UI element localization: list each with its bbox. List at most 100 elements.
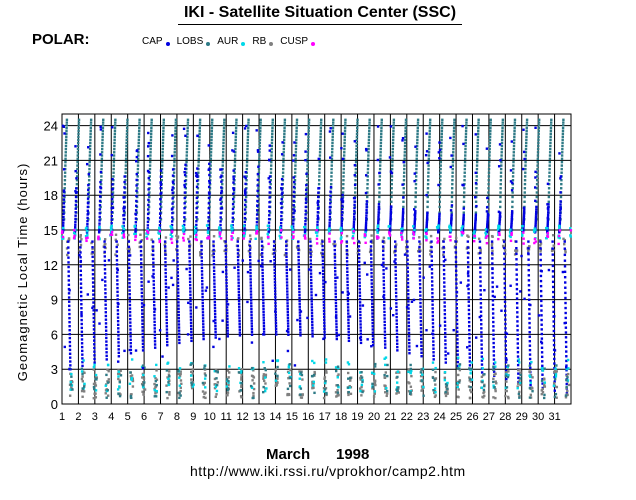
cap-point bbox=[394, 288, 398, 291]
cap-point bbox=[425, 132, 428, 135]
cusp-point bbox=[182, 232, 186, 236]
cap-point bbox=[559, 191, 562, 194]
rb-point bbox=[333, 254, 337, 257]
lobs-point bbox=[513, 124, 516, 127]
lobs-point bbox=[155, 383, 158, 387]
lobs-point bbox=[126, 121, 129, 124]
cap-point bbox=[275, 333, 278, 336]
rb-point bbox=[117, 369, 120, 372]
cap-point bbox=[135, 155, 139, 159]
rb-point bbox=[466, 234, 469, 237]
cap-point bbox=[177, 313, 180, 317]
rb-point bbox=[240, 384, 243, 387]
cusp-point bbox=[218, 233, 222, 236]
rb-point bbox=[80, 377, 84, 381]
cap-point bbox=[468, 324, 471, 328]
cap-point bbox=[559, 200, 562, 203]
cap-point bbox=[430, 276, 434, 279]
cap-point bbox=[250, 325, 254, 328]
cap-point bbox=[147, 208, 150, 211]
cap-point bbox=[225, 272, 228, 275]
lobs-point bbox=[75, 205, 78, 209]
cap-point bbox=[237, 293, 241, 297]
lobs-point bbox=[211, 118, 214, 121]
cap-point bbox=[214, 336, 217, 339]
rb-point bbox=[150, 253, 154, 256]
cap-point bbox=[163, 240, 167, 243]
rb-point bbox=[458, 379, 462, 382]
cap-point bbox=[311, 326, 314, 329]
lobs-point bbox=[185, 141, 189, 145]
cap-point bbox=[478, 251, 482, 255]
lobs-point bbox=[330, 167, 333, 171]
cap-point bbox=[134, 217, 138, 220]
lobs-point bbox=[420, 368, 424, 371]
lobs-point bbox=[379, 160, 382, 164]
lobs-point bbox=[464, 132, 468, 136]
lobs-point bbox=[525, 129, 528, 133]
cap-point bbox=[195, 196, 199, 200]
lobs-point bbox=[330, 157, 334, 161]
rb-point bbox=[259, 253, 263, 257]
rb-point bbox=[92, 368, 96, 371]
lobs-point bbox=[548, 167, 551, 171]
cap-point bbox=[292, 204, 295, 207]
cap-point bbox=[69, 360, 72, 363]
aur-point bbox=[497, 226, 501, 229]
cap-point bbox=[419, 290, 422, 294]
lobs-point bbox=[125, 132, 129, 136]
rb-point bbox=[216, 381, 220, 384]
lobs-point bbox=[150, 118, 153, 121]
lobs-point bbox=[150, 129, 153, 133]
cap-point bbox=[135, 189, 138, 193]
cap-point bbox=[274, 313, 277, 316]
lobs-point bbox=[270, 157, 273, 161]
aur-point bbox=[324, 361, 328, 364]
cap-point bbox=[466, 246, 470, 249]
rb-point bbox=[154, 392, 157, 395]
rb-point bbox=[336, 374, 339, 378]
rb-point bbox=[226, 369, 230, 372]
cap-point bbox=[190, 330, 193, 334]
rb-point bbox=[518, 379, 521, 382]
lobs-point bbox=[439, 160, 443, 164]
cap-point bbox=[408, 345, 411, 348]
lobs-point bbox=[426, 191, 430, 194]
cap-point bbox=[248, 240, 252, 243]
cap-point bbox=[142, 303, 146, 307]
rb-point bbox=[176, 235, 180, 238]
lobs-point bbox=[148, 179, 151, 182]
cap-point bbox=[365, 200, 369, 203]
cap-point bbox=[219, 168, 222, 171]
lobs-point bbox=[113, 127, 117, 130]
cusp-point bbox=[340, 241, 343, 244]
lobs-point bbox=[378, 167, 382, 171]
cap-point bbox=[420, 351, 423, 354]
rb-point bbox=[271, 252, 275, 255]
rb-point bbox=[541, 387, 544, 391]
cap-point bbox=[394, 258, 397, 261]
cap-point bbox=[359, 317, 362, 320]
lobs-point bbox=[186, 121, 190, 124]
cap-point bbox=[358, 304, 362, 307]
rb-point bbox=[82, 388, 85, 392]
cap-point bbox=[418, 271, 422, 274]
cusp-point bbox=[485, 234, 489, 238]
cusp-point bbox=[255, 229, 259, 233]
cap-point bbox=[473, 224, 477, 227]
aur-point bbox=[170, 226, 173, 230]
lobs-point bbox=[101, 141, 104, 145]
cap-point bbox=[225, 281, 228, 285]
cap-point bbox=[92, 328, 96, 331]
cap-point bbox=[357, 249, 361, 252]
cap-point bbox=[552, 329, 556, 333]
lobs-point bbox=[113, 151, 116, 154]
cap-point bbox=[176, 240, 179, 243]
cap-point bbox=[79, 282, 83, 285]
cap-point bbox=[135, 184, 138, 187]
cap-point bbox=[418, 267, 422, 270]
lobs-point bbox=[438, 191, 442, 194]
lobs-point bbox=[504, 374, 508, 378]
cap-point bbox=[520, 254, 523, 258]
cap-point bbox=[74, 195, 78, 199]
